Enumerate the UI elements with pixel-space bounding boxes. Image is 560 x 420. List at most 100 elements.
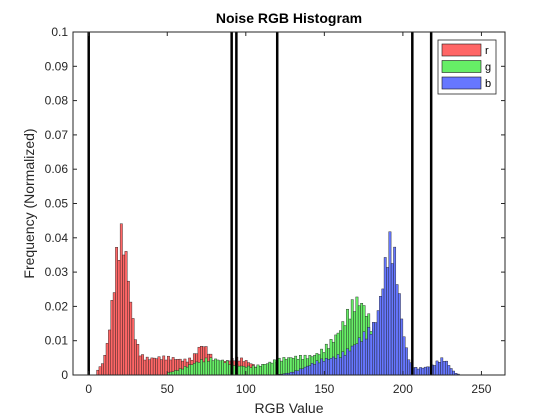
bar-g (205, 358, 207, 375)
bar-b (330, 358, 332, 375)
bar-g (207, 361, 209, 375)
bar-b (297, 371, 299, 375)
bar-g (226, 361, 228, 375)
bar-b (415, 367, 417, 375)
bar-b (368, 327, 370, 375)
bar-b (360, 342, 362, 375)
bar-b (389, 232, 391, 375)
bar-b (294, 371, 296, 375)
bar-r (104, 355, 106, 375)
bar-b (299, 369, 301, 375)
bar-r (120, 224, 122, 375)
bar-g (179, 368, 181, 375)
bar-g (259, 366, 261, 375)
bar-b (349, 351, 351, 375)
bar-b (401, 319, 403, 375)
bar-r (144, 360, 146, 375)
bar-b (337, 354, 339, 375)
bar-b (346, 349, 348, 375)
bar-g (212, 361, 214, 375)
legend-swatch-r (442, 44, 481, 56)
bar-b (417, 369, 419, 375)
bar-g (273, 360, 275, 375)
bar-b (375, 322, 377, 375)
x-axis-label: RGB Value (255, 400, 324, 416)
bar-g (172, 372, 174, 375)
bar-b (391, 263, 393, 375)
bar-b (393, 247, 395, 375)
bar-g (186, 367, 188, 375)
bar-r (155, 359, 157, 375)
bar-b (332, 357, 334, 375)
bar-b (441, 358, 443, 375)
bar-b (403, 337, 405, 375)
bar-b (358, 338, 360, 375)
bar-r (163, 356, 165, 375)
bar-g (283, 357, 285, 375)
bar-r (160, 360, 162, 375)
bar-g (271, 363, 273, 375)
bar-b (311, 363, 313, 375)
bar-b (408, 360, 410, 375)
y-tick-label: 0.08 (45, 94, 69, 108)
legend-label-b: b (485, 78, 491, 90)
bar-b (302, 369, 304, 375)
x-tick-label: 50 (161, 382, 175, 396)
bar-b (377, 311, 379, 375)
bar-g (217, 360, 219, 375)
bar-g (196, 362, 198, 375)
bar-g (198, 363, 200, 375)
bar-b (320, 359, 322, 375)
bar-r (130, 302, 132, 375)
legend-swatch-g (442, 61, 481, 73)
bar-g (210, 358, 212, 375)
bar-b (436, 361, 438, 375)
bar-r (153, 358, 155, 375)
bar-g (252, 366, 254, 375)
y-tick-label: 0.09 (45, 59, 69, 73)
bar-b (309, 366, 311, 375)
bar-g (264, 364, 266, 375)
bar-g (247, 366, 249, 375)
bar-b (379, 296, 381, 375)
bar-r (106, 343, 108, 375)
bar-r (151, 358, 153, 375)
x-tick-label: 200 (393, 382, 413, 396)
bar-b (386, 267, 388, 375)
y-tick-label: 0.03 (45, 265, 69, 279)
bar-b (306, 366, 308, 375)
bar-b (353, 345, 355, 375)
bar-b (445, 361, 447, 375)
bar-g (238, 366, 240, 375)
bar-g (203, 362, 205, 375)
bar-b (434, 365, 436, 375)
bar-g (224, 363, 226, 375)
bar-r (99, 367, 101, 375)
bar-g (177, 370, 179, 375)
bar-b (426, 367, 428, 375)
legend-label-r: r (485, 45, 489, 57)
bar-b (313, 364, 315, 375)
y-tick-label: 0.06 (45, 162, 69, 176)
x-tick-label: 100 (236, 382, 256, 396)
bar-b (448, 365, 450, 375)
bar-r (132, 318, 134, 375)
bar-g (269, 362, 271, 375)
bar-g (219, 361, 221, 375)
bar-g (193, 363, 195, 375)
y-tick-label: 0.02 (45, 299, 69, 313)
bar-g (280, 361, 282, 375)
bar-b (344, 355, 346, 375)
bar-g (191, 365, 193, 375)
bar-b (356, 344, 358, 375)
bar-b (325, 358, 327, 375)
y-tick-label: 0 (61, 368, 68, 382)
bar-r (101, 364, 103, 375)
x-tick-label: 0 (85, 382, 92, 396)
bar-b (452, 371, 454, 375)
bar-b (365, 339, 367, 375)
bar-g (287, 358, 289, 375)
bar-r (127, 281, 129, 375)
bar-r (122, 255, 124, 375)
